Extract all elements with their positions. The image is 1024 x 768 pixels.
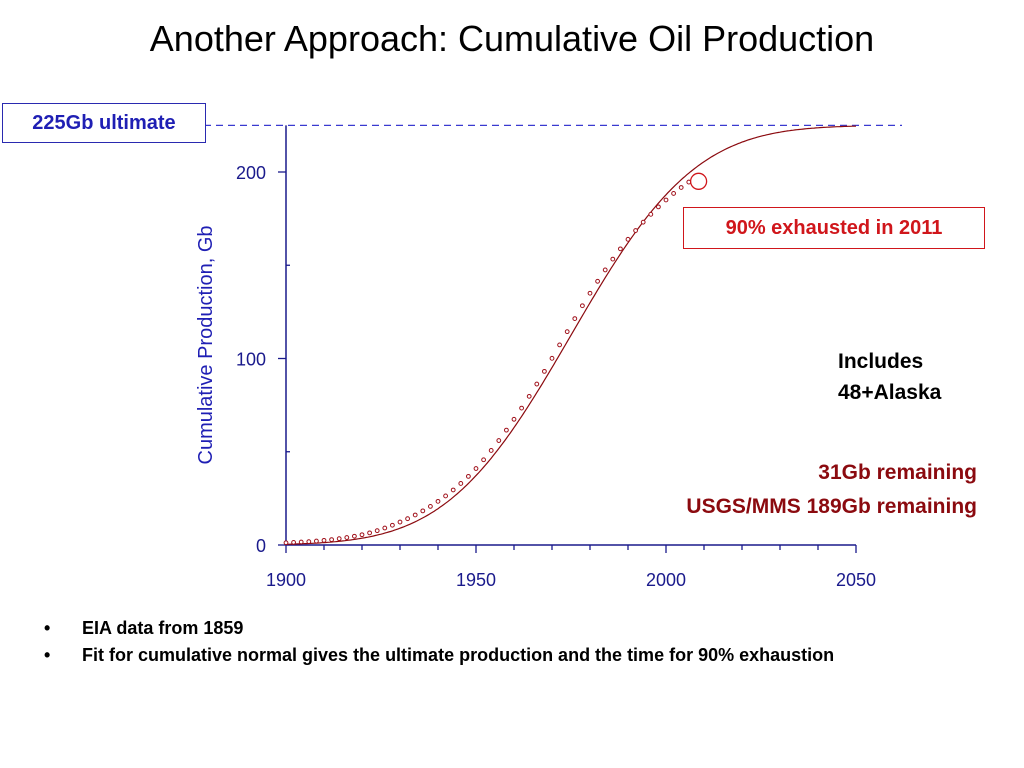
data-point	[656, 204, 661, 210]
x-tick-label: 1900	[266, 570, 306, 590]
slide-title: Another Approach: Cumulative Oil Product…	[149, 18, 875, 59]
ultimate-label-box: 225Gb ultimate	[2, 103, 206, 143]
data-point	[314, 538, 319, 544]
bullet-text: Fit for cumulative normal gives the ulti…	[82, 645, 835, 665]
data-point	[602, 267, 608, 273]
data-point	[595, 278, 600, 284]
axis-labels-layer: 0 100 200 1900 1950 2000 2050 Cumulative Produc…	[195, 163, 876, 590]
data-point	[473, 466, 479, 471]
bullet-dot-icon: •	[44, 645, 51, 665]
data-point	[542, 368, 547, 374]
data-point	[557, 342, 562, 348]
data-points-layer	[283, 172, 708, 546]
data-point	[663, 197, 669, 203]
data-point	[564, 329, 570, 335]
includes-note-line1: Includes	[838, 350, 924, 373]
data-point	[306, 539, 312, 545]
data-point	[329, 537, 335, 542]
data-point	[572, 316, 578, 321]
data-point	[405, 516, 411, 522]
fit-remaining-note: 31Gb remaining	[818, 461, 977, 484]
data-point	[420, 508, 426, 514]
data-point	[671, 191, 676, 196]
fit-curve-line	[285, 125, 857, 545]
data-point	[648, 211, 654, 217]
data-point	[587, 290, 593, 296]
data-point	[526, 393, 532, 399]
data-point	[618, 246, 623, 252]
x-tick-label: 2050	[836, 570, 876, 590]
data-point	[390, 522, 395, 528]
data-point	[374, 528, 380, 534]
data-point	[359, 532, 365, 538]
data-point	[397, 519, 403, 525]
data-point	[382, 525, 388, 531]
data-point	[534, 381, 540, 387]
data-point	[283, 540, 289, 546]
data-point	[352, 533, 357, 539]
y-tick-label: 100	[236, 350, 266, 370]
data-point	[435, 498, 441, 504]
data-point	[519, 405, 524, 411]
data-point	[481, 457, 487, 463]
y-axis-title: Cumulative Production, Gb	[195, 225, 217, 464]
usgs-remaining-note: USGS/MMS 189Gb remaining	[686, 495, 977, 518]
data-point	[640, 219, 646, 225]
data-point	[496, 438, 502, 443]
bullet-item: • Fit for cumulative normal gives the ult…	[44, 645, 944, 666]
data-point	[625, 236, 631, 242]
data-point	[466, 473, 471, 479]
x-tick-label: 2000	[646, 570, 686, 590]
exhausted-label-box: 90% exhausted in 2011	[683, 207, 985, 249]
data-point	[367, 530, 373, 536]
bullet-item: • EIA data from 1859	[44, 618, 944, 639]
bullet-dot-icon: •	[44, 618, 51, 638]
data-point	[633, 228, 638, 233]
exhaustion-highlight-circle	[689, 172, 708, 190]
bullet-text: EIA data from 1859	[82, 618, 244, 638]
fit-curve-layer	[285, 125, 857, 545]
y-tick-label: 200	[236, 163, 266, 183]
data-point	[549, 355, 555, 361]
data-point	[458, 481, 464, 486]
data-point	[428, 503, 433, 509]
x-tick-label: 1950	[456, 570, 496, 590]
bullet-list: • EIA data from 1859 • Fit for cumulative …	[44, 618, 944, 672]
data-point	[580, 303, 585, 309]
data-point	[504, 427, 509, 433]
data-point	[336, 536, 342, 542]
data-point	[678, 185, 684, 190]
axes-layer	[278, 125, 857, 553]
data-point	[412, 512, 418, 518]
data-point	[321, 537, 327, 543]
data-point	[298, 539, 304, 545]
data-point	[443, 493, 449, 499]
data-point	[488, 448, 494, 453]
data-point	[344, 535, 350, 540]
y-tick-label: 0	[256, 536, 266, 556]
includes-note-line2: 48+Alaska	[838, 381, 942, 404]
data-point	[450, 487, 456, 493]
data-point	[610, 256, 616, 262]
data-point	[291, 539, 297, 545]
data-point	[511, 416, 517, 422]
